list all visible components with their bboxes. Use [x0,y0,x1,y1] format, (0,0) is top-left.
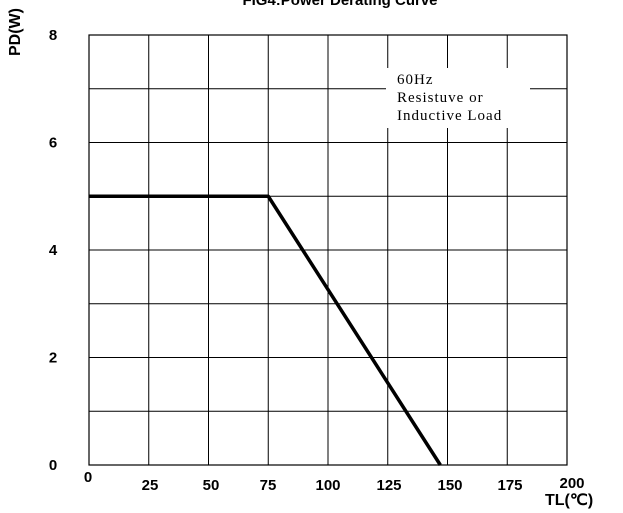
y-tick-label: 2 [49,350,57,367]
annotation-text: Resistuve or [397,90,484,106]
y-axis-label: PD(W) [7,8,24,56]
x-tick-label: 100 [315,477,340,494]
grid-lines [89,35,567,465]
x-tick-label: 75 [260,477,277,494]
x-tick-label: 50 [203,477,220,494]
y-tick-label: 0 [49,457,57,474]
annotation-text: 60Hz [397,72,434,88]
x-tick-label: 150 [437,477,462,494]
x-tick-labels: 0 25 50 75 100 125 150 175 200 [84,469,585,494]
x-tick-label: 200 [559,475,584,492]
plot-frame [88,34,568,466]
y-tick-labels: 0 2 4 6 8 [49,27,58,474]
annotation-text: Inductive Load [397,108,502,124]
derating-curve-line [89,194,442,466]
series-group [89,194,442,466]
y-tick-label: 8 [49,27,57,44]
x-tick-label: 0 [84,469,92,486]
x-tick-label: 175 [497,477,522,494]
y-tick-label: 6 [49,135,57,152]
y-tick-label: 4 [49,242,58,259]
annotation-background [386,68,530,128]
x-axis-label: TL(℃) [545,492,593,509]
x-tick-label: 25 [142,477,159,494]
annotation-box: 60Hz Resistuve or Inductive Load [386,68,530,128]
chart-title: FIG4:Power Derating Curve [242,0,437,9]
x-tick-label: 125 [376,477,401,494]
